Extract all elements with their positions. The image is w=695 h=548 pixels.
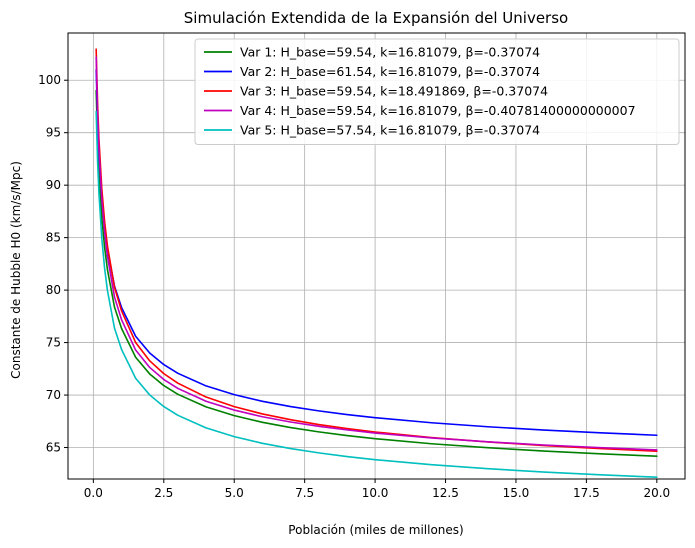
legend-label: Var 5: H_base=57.54, k=16.81079, β=-0.37… xyxy=(240,123,540,138)
y-tick-label: 85 xyxy=(46,231,61,245)
x-tick-label: 5.0 xyxy=(225,486,244,500)
chart-title: Simulación Extendida de la Expansión del… xyxy=(184,9,568,27)
y-tick-label: 65 xyxy=(46,441,61,455)
series-line-var-5 xyxy=(95,110,658,479)
legend-label: Var 1: H_base=59.54, k=16.81079, β=-0.37… xyxy=(240,45,540,60)
legend-box xyxy=(194,38,680,145)
legend-label: Var 4: H_base=59.54, k=16.81079, β=-0.40… xyxy=(240,103,636,118)
y-tick-label: 80 xyxy=(46,283,61,297)
plot-frame xyxy=(67,32,686,480)
axis-ticks: 0.0 2.5 5.0 7.5 10.0 12.5 15.0 17.5 20.0 65 70 75 80… xyxy=(38,73,670,500)
x-tick-label: 20.0 xyxy=(643,486,670,500)
series-line-var-4 xyxy=(95,56,658,451)
y-tick-label: 100 xyxy=(38,73,61,87)
x-tick-label: 15.0 xyxy=(503,486,530,500)
x-tick-label: 7.5 xyxy=(295,486,314,500)
y-tick-label: 95 xyxy=(46,126,61,140)
y-tick-label: 90 xyxy=(46,178,61,192)
x-tick-label: 12.5 xyxy=(432,486,459,500)
x-tick-label: 10.0 xyxy=(362,486,389,500)
x-tick-label: 0.0 xyxy=(84,486,103,500)
series-line-var-1 xyxy=(95,89,658,458)
y-axis-label: Constante de Hubble H0 (km/s/Mpc) xyxy=(9,161,23,379)
y-tick-label: 75 xyxy=(46,336,61,350)
legend-label: Var 3: H_base=59.54, k=18.491869, β=-0.3… xyxy=(240,84,548,99)
series-lines xyxy=(95,48,658,479)
x-tick-label: 2.5 xyxy=(154,486,173,500)
x-tick-label: 17.5 xyxy=(573,486,600,500)
x-axis-label: Población (miles de millones) xyxy=(288,523,463,537)
legend-label: Var 2: H_base=61.54, k=16.81079, β=-0.37… xyxy=(240,64,540,79)
y-tick-label: 70 xyxy=(46,388,61,402)
legend: Var 1: H_base=59.54, k=16.81079, β=-0.37… xyxy=(194,38,680,145)
